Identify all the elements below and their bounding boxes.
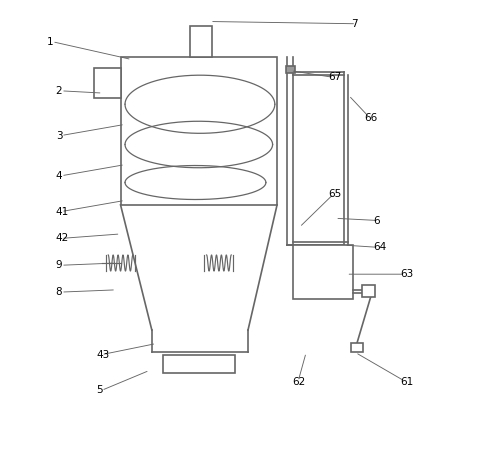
Text: 63: 63 — [400, 269, 413, 279]
Bar — [286, 66, 296, 73]
Text: 1: 1 — [47, 36, 54, 47]
Text: 8: 8 — [56, 287, 62, 297]
Text: 62: 62 — [293, 377, 306, 387]
Bar — [163, 355, 235, 373]
Bar — [190, 26, 212, 57]
Text: 61: 61 — [400, 377, 413, 387]
Text: 41: 41 — [56, 207, 69, 216]
Text: 3: 3 — [56, 130, 62, 140]
Bar — [94, 68, 121, 98]
Text: 7: 7 — [351, 19, 358, 29]
Text: 43: 43 — [96, 350, 109, 360]
Bar — [362, 285, 374, 297]
Text: 65: 65 — [328, 189, 342, 199]
Text: 66: 66 — [364, 112, 377, 123]
Text: 42: 42 — [56, 234, 69, 243]
Text: 4: 4 — [56, 171, 62, 181]
Text: 67: 67 — [328, 72, 342, 82]
Text: 9: 9 — [56, 260, 62, 270]
Bar — [293, 245, 353, 299]
Text: 2: 2 — [56, 86, 62, 96]
Text: 6: 6 — [373, 216, 380, 225]
Text: 5: 5 — [96, 386, 103, 396]
Bar — [351, 342, 364, 352]
Text: 64: 64 — [373, 243, 386, 252]
Bar — [121, 57, 277, 205]
